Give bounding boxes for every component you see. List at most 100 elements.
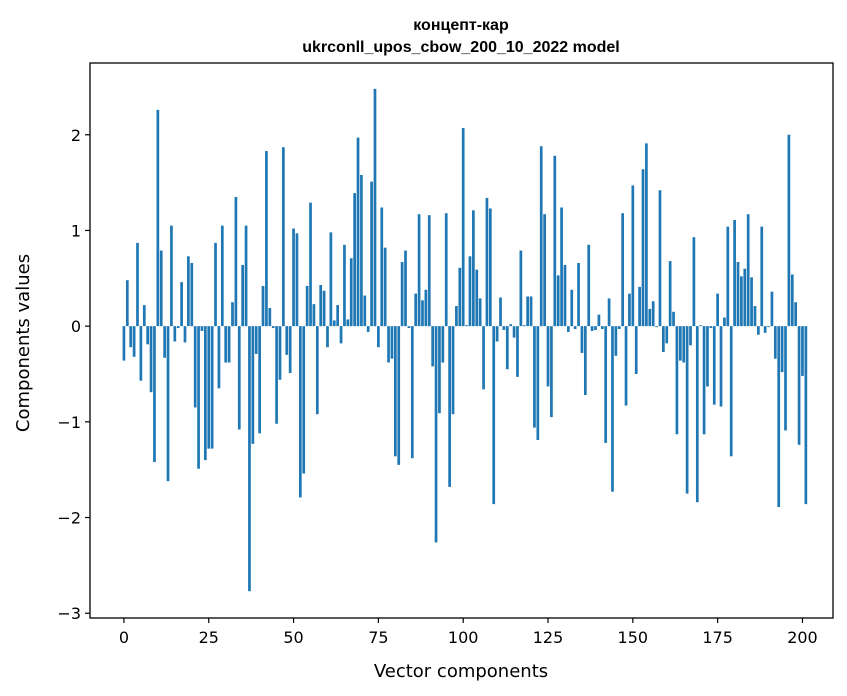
bar-106 (482, 326, 485, 390)
bar-8 (149, 326, 153, 393)
bar-143 (607, 298, 611, 327)
bar-91 (431, 326, 435, 367)
bar-99 (458, 267, 462, 327)
bar-168 (692, 237, 696, 327)
bar-57 (315, 326, 319, 415)
x-tick-label: 0 (119, 628, 129, 647)
bar-178 (726, 226, 730, 327)
bar-108 (488, 208, 492, 327)
y-tick-label: −2 (57, 509, 81, 528)
bar-65 (343, 244, 346, 327)
bar-90 (427, 215, 431, 327)
bar-6 (142, 305, 146, 327)
bar-163 (675, 326, 679, 435)
bar-87 (417, 214, 421, 327)
bar-175 (716, 293, 719, 327)
bar-83 (404, 250, 407, 327)
bar-1 (125, 280, 129, 327)
bar-26 (210, 326, 214, 449)
bar-157 (655, 326, 658, 328)
bar-61 (329, 232, 333, 327)
bar-13 (166, 326, 170, 482)
bar-12 (163, 326, 166, 358)
bar-191 (770, 291, 774, 327)
bar-195 (784, 326, 787, 431)
bar-31 (227, 326, 231, 363)
bar-14 (170, 225, 173, 327)
bar-201 (804, 326, 808, 505)
y-axis-ticks: −3 −2 −1 0 1 2 (57, 126, 90, 623)
y-axis-label: Components values (13, 254, 34, 432)
bar-23 (200, 326, 204, 331)
bar-95 (444, 213, 448, 327)
y-tick-label: −3 (57, 604, 81, 623)
bar-43 (268, 307, 272, 327)
bar-147 (621, 213, 625, 327)
bar-167 (689, 326, 692, 346)
bar-30 (224, 326, 228, 363)
bar-88 (421, 300, 424, 327)
bar-49 (288, 326, 292, 374)
x-tick-label: 25 (199, 628, 219, 647)
bars-group (122, 88, 808, 592)
bar-186 (753, 306, 757, 327)
bar-115 (512, 326, 516, 338)
bar-82 (400, 262, 404, 327)
bar-34 (237, 326, 241, 430)
bar-38 (251, 326, 255, 444)
bar-110 (495, 326, 499, 342)
bar-100 (461, 128, 465, 327)
bar-105 (478, 298, 482, 327)
bar-48 (285, 326, 289, 355)
x-tick-label: 150 (618, 628, 649, 647)
bar-11 (159, 250, 163, 327)
bar-36 (244, 225, 248, 327)
bar-135 (580, 326, 584, 353)
bar-80 (393, 326, 397, 457)
bar-66 (346, 319, 350, 327)
bar-7 (146, 326, 150, 345)
bar-86 (414, 293, 418, 327)
bar-164 (678, 326, 682, 361)
bar-154 (645, 143, 648, 327)
x-axis-label: Vector components (374, 661, 548, 682)
bar-138 (590, 326, 594, 331)
bar-111 (499, 297, 502, 327)
bar-141 (600, 326, 604, 330)
bar-74 (373, 88, 377, 327)
bar-97 (451, 326, 455, 415)
bar-112 (502, 326, 506, 330)
bar-47 (282, 147, 285, 327)
bar-197 (790, 274, 794, 327)
bar-193 (777, 326, 781, 507)
bar-85 (410, 326, 414, 459)
bar-9 (153, 326, 156, 463)
bar-20 (190, 262, 194, 327)
bar-139 (594, 326, 597, 330)
bar-69 (356, 137, 360, 327)
bar-93 (438, 326, 441, 414)
bar-16 (176, 326, 180, 329)
bar-152 (638, 286, 641, 327)
bar-173 (709, 326, 713, 329)
bar-196 (787, 134, 791, 327)
bar-76 (380, 207, 384, 327)
bar-17 (180, 282, 183, 327)
bar-142 (604, 326, 608, 443)
x-tick-label: 75 (368, 628, 388, 647)
bar-192 (773, 326, 777, 359)
bar-156 (651, 301, 655, 327)
bar-10 (156, 109, 160, 327)
bar-24 (203, 326, 207, 461)
bar-166 (685, 326, 689, 494)
bar-161 (668, 261, 672, 327)
bar-133 (573, 326, 577, 330)
y-tick-label: 0 (71, 317, 81, 336)
bar-121 (533, 326, 536, 428)
bar-27 (214, 242, 217, 327)
bar-187 (757, 326, 760, 335)
bar-75 (377, 326, 380, 348)
bar-145 (614, 326, 618, 356)
